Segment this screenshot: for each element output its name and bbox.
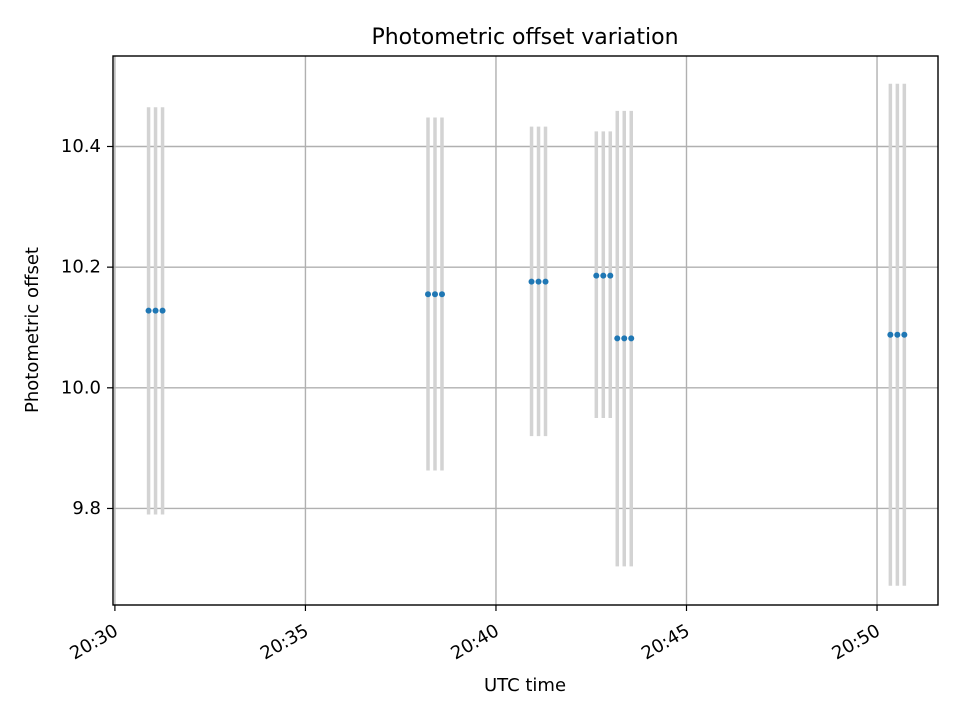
data-point xyxy=(901,331,908,338)
y-tick-label: 10.2 xyxy=(61,257,101,278)
data-point xyxy=(593,272,600,279)
y-tick-label: 10.0 xyxy=(61,377,101,398)
data-point xyxy=(600,272,607,279)
x-tick-label: 20:40 xyxy=(447,620,502,664)
plot-frame xyxy=(112,55,939,606)
x-tick-label: 20:50 xyxy=(829,620,884,664)
data-point xyxy=(607,272,614,279)
data-points xyxy=(145,272,908,342)
data-point xyxy=(145,307,152,314)
data-point xyxy=(628,335,635,342)
x-tick-label: 20:35 xyxy=(257,620,312,664)
data-point xyxy=(614,335,621,342)
data-point xyxy=(438,291,445,298)
y-axis-label: Photometric offset xyxy=(22,247,43,413)
grid-lines xyxy=(113,56,938,605)
x-tick-label: 20:30 xyxy=(66,620,121,664)
x-axis-label: UTC time xyxy=(484,675,566,696)
data-point xyxy=(535,278,542,285)
data-point xyxy=(425,291,432,298)
y-axis-ticks: 9.8 10.0 10.2 10.4 xyxy=(61,136,113,519)
data-point xyxy=(887,331,894,338)
data-point xyxy=(621,335,628,342)
chart-title: Photometric offset variation xyxy=(371,25,678,50)
data-point xyxy=(159,307,166,314)
data-point xyxy=(542,278,549,285)
error-bars xyxy=(146,83,907,586)
data-point xyxy=(528,278,535,285)
y-tick-label: 9.8 xyxy=(72,498,101,519)
x-axis-ticks: 20:30 20:35 20:40 20:45 20:50 xyxy=(66,605,884,664)
y-tick-label: 10.4 xyxy=(61,136,101,157)
data-point xyxy=(152,307,159,314)
data-point xyxy=(894,331,901,338)
x-tick-label: 20:45 xyxy=(638,620,693,664)
data-point xyxy=(431,291,438,298)
